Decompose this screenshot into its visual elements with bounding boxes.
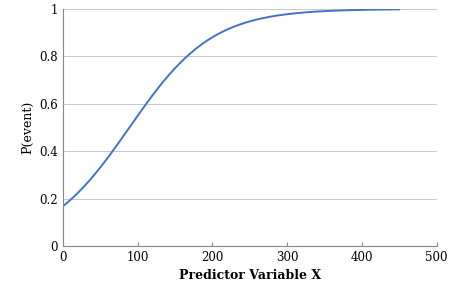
X-axis label: Predictor Variable X: Predictor Variable X [179, 269, 321, 282]
Y-axis label: P(event): P(event) [21, 101, 34, 154]
